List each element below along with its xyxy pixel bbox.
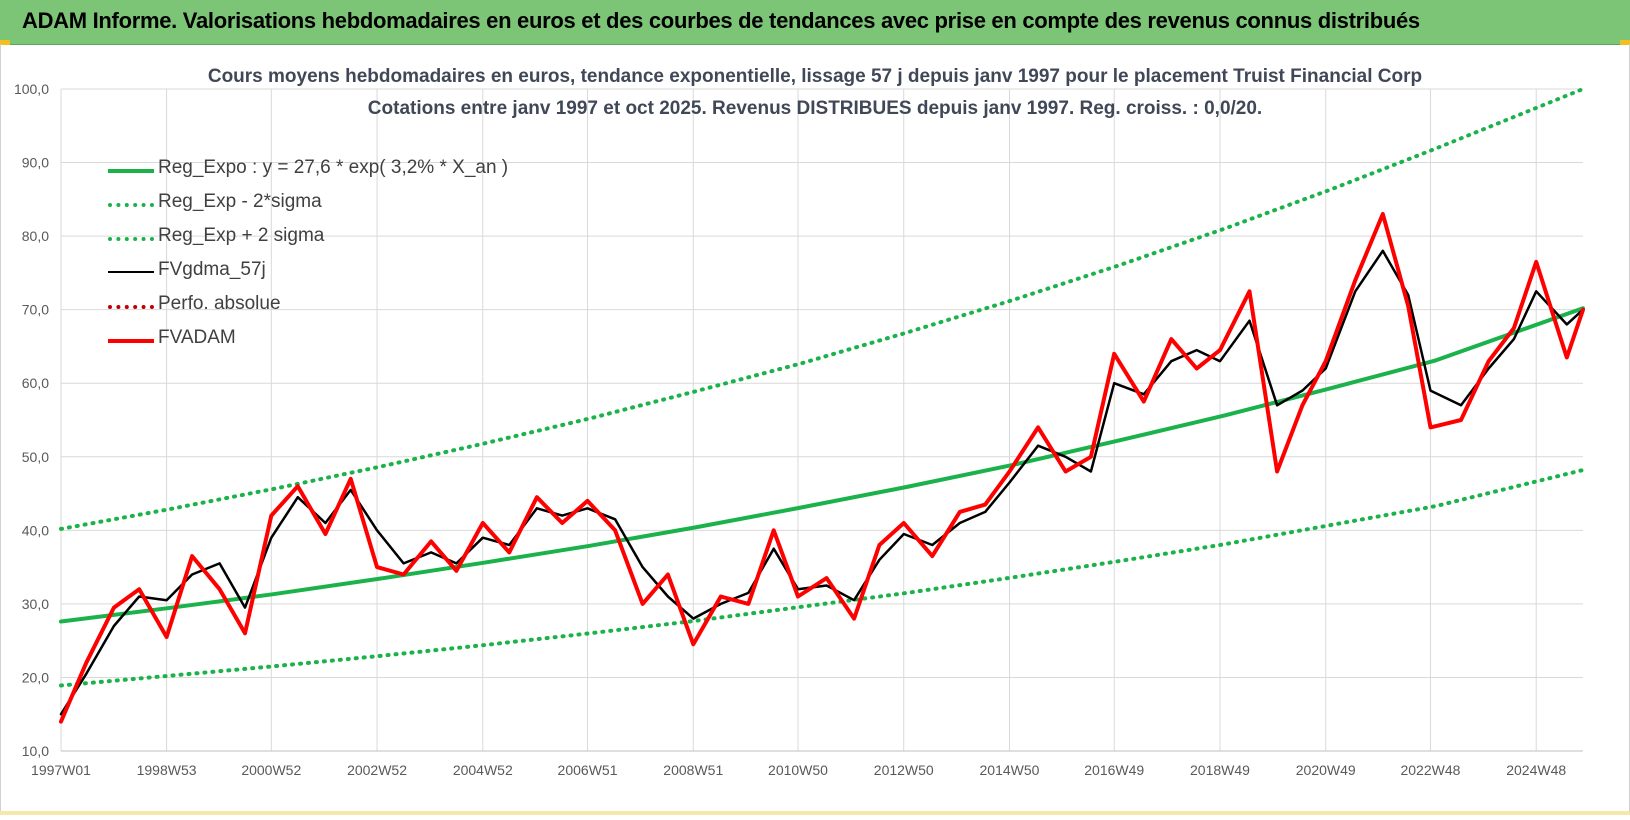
page-title: ADAM Informe. Valorisations hebdomadaire… bbox=[22, 8, 1420, 33]
legend-swatch bbox=[108, 237, 154, 241]
chart-subtitle: Cotations entre janv 1997 et oct 2025. R… bbox=[367, 98, 1263, 119]
header-banner: ADAM Informe. Valorisations hebdomadaire… bbox=[0, 0, 1630, 45]
corner-mark-left bbox=[0, 40, 10, 45]
x-tick-label: 2020W49 bbox=[1296, 762, 1356, 778]
series-line-1 bbox=[59, 468, 1585, 688]
y-tick-label: 100,0 bbox=[14, 81, 49, 97]
legend-swatch bbox=[108, 305, 154, 309]
x-tick-label: 2004W52 bbox=[453, 762, 513, 778]
y-tick-label: 60,0 bbox=[22, 375, 49, 391]
bottom-bar bbox=[0, 811, 1630, 815]
x-tick-label: 2008W51 bbox=[663, 762, 723, 778]
x-tick-label: 1998W53 bbox=[137, 762, 197, 778]
y-tick-label: 50,0 bbox=[22, 449, 49, 465]
y-tick-label: 70,0 bbox=[22, 302, 49, 318]
legend-swatch bbox=[108, 271, 154, 273]
legend-swatch bbox=[108, 169, 154, 173]
legend-label: Reg_Expo : y = 27,6 * exp( 3,2% * X_an ) bbox=[158, 157, 509, 178]
x-tick-label: 2014W50 bbox=[980, 762, 1040, 778]
legend-swatch bbox=[108, 339, 154, 343]
corner-mark-right bbox=[1620, 40, 1630, 45]
y-tick-label: 20,0 bbox=[22, 669, 49, 685]
x-tick-label: 2018W49 bbox=[1190, 762, 1250, 778]
x-tick-label: 2006W51 bbox=[558, 762, 618, 778]
series-line-2 bbox=[59, 87, 1585, 531]
x-tick-label: 2012W50 bbox=[874, 762, 934, 778]
y-tick-label: 80,0 bbox=[22, 228, 49, 244]
x-tick-label: 2022W48 bbox=[1400, 762, 1460, 778]
y-tick-label: 10,0 bbox=[22, 743, 49, 759]
legend-label: FVgdma_57j bbox=[158, 259, 266, 280]
x-tick-label: 2002W52 bbox=[347, 762, 407, 778]
legend-label: Reg_Exp - 2*sigma bbox=[158, 191, 322, 212]
series-line-3 bbox=[59, 249, 1585, 716]
chart-title: Cours moyens hebdomadaires en euros, ten… bbox=[207, 66, 1423, 87]
chart-svg: 10,0 20,0 30,0 40,0 50,0 60,0 70,0 80,0 90,0 100,… bbox=[14, 81, 1585, 778]
legend-swatch bbox=[108, 203, 154, 207]
legend-label: Reg_Exp + 2 sigma bbox=[158, 225, 325, 246]
legend-label: FVADAM bbox=[158, 327, 236, 348]
y-tick-label: 40,0 bbox=[22, 522, 49, 538]
y-tick-label: 30,0 bbox=[22, 596, 49, 612]
x-tick-label: 2000W52 bbox=[241, 762, 301, 778]
series-line-0 bbox=[59, 306, 1585, 624]
chart-area: 10,0 20,0 30,0 40,0 50,0 60,0 70,0 80,0 90,0 100,… bbox=[0, 44, 1630, 815]
x-tick-label: 2010W50 bbox=[768, 762, 828, 778]
x-tick-label: 2024W48 bbox=[1506, 762, 1566, 778]
x-tick-label: 2016W49 bbox=[1084, 762, 1144, 778]
y-tick-label: 90,0 bbox=[22, 155, 49, 171]
series-line-5 bbox=[59, 212, 1585, 724]
legend-label: Perfo. absolue bbox=[158, 293, 281, 314]
x-tick-label: 1997W01 bbox=[31, 762, 91, 778]
